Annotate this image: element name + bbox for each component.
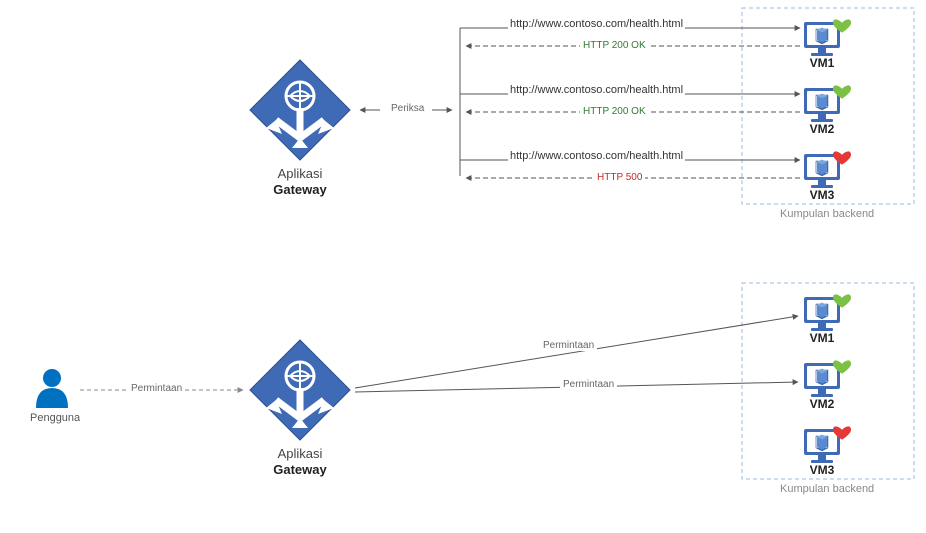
gateway-subtitle-top: Gateway [270,182,330,197]
diagram-root: Aplikasi Gateway Periksa http://www.cont… [0,0,926,533]
route-vm1-arrow [355,316,798,388]
vm2-icon-bottom [804,363,840,397]
user-label: Pengguna [30,412,74,424]
gateway-title-top: Aplikasi [270,166,330,181]
user-request-label: Permintaan [128,383,185,394]
vm2-label-bottom: VM2 [808,397,836,411]
pool-label-top: Kumpulan backend [780,208,874,220]
gateway-title-bottom: Aplikasi [270,446,330,461]
vm1-icon-bottom [804,297,840,331]
vm3-label-bottom: VM3 [808,463,836,477]
gateway-icon-top [250,60,350,160]
vm3-icon-bottom [804,429,840,463]
route-vm1-label: Permintaan [540,340,597,351]
probe-label: Periksa [388,103,427,114]
probe3-status: HTTP 500 [594,172,645,183]
vm3-icon-top [804,154,840,188]
pool-label-bottom: Kumpulan backend [780,483,874,495]
probe2-status: HTTP 200 OK [580,106,649,117]
diagram-svg [0,0,926,533]
vm2-icon-top [804,88,840,122]
probe1-url: http://www.contoso.com/health.html [508,18,685,30]
user-icon [36,369,68,408]
vm1-icon-top [804,22,840,56]
gateway-subtitle-bottom: Gateway [270,462,330,477]
vm1-label-bottom: VM1 [808,331,836,345]
gateway-icon-bottom [250,340,350,440]
probe3-url: http://www.contoso.com/health.html [508,150,685,162]
vm1-label-top: VM1 [808,56,836,70]
vm3-label-top: VM3 [808,188,836,202]
probe2-url: http://www.contoso.com/health.html [508,84,685,96]
route-vm2-label: Permintaan [560,379,617,390]
vm2-label-top: VM2 [808,122,836,136]
probe1-status: HTTP 200 OK [580,40,649,51]
